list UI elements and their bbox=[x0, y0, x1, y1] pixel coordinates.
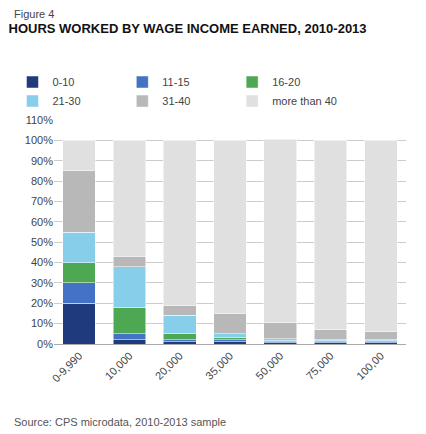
svg-text:10,000: 10,000 bbox=[102, 350, 134, 382]
svg-text:16-20: 16-20 bbox=[272, 76, 300, 88]
svg-text:80%: 80% bbox=[31, 175, 53, 187]
svg-text:Source: CPS microdata, 2010-20: Source: CPS microdata, 2010-2013 sample bbox=[14, 416, 226, 428]
svg-text:60%: 60% bbox=[31, 216, 53, 228]
svg-text:35,000: 35,000 bbox=[203, 350, 235, 382]
svg-text:HOURS WORKED BY WAGE INCOME EA: HOURS WORKED BY WAGE INCOME EARNED, 2010… bbox=[9, 21, 367, 36]
svg-text:100,00: 100,00 bbox=[354, 350, 386, 382]
svg-text:10%: 10% bbox=[31, 317, 53, 329]
svg-text:110%: 110% bbox=[26, 114, 54, 126]
svg-text:30%: 30% bbox=[31, 277, 53, 289]
svg-text:20%: 20% bbox=[31, 297, 53, 309]
svg-text:70%: 70% bbox=[31, 195, 53, 207]
svg-text:0-9,990: 0-9,990 bbox=[50, 350, 85, 385]
svg-text:50%: 50% bbox=[31, 236, 53, 248]
svg-text:11-15: 11-15 bbox=[162, 76, 189, 88]
svg-text:90%: 90% bbox=[31, 155, 53, 167]
svg-text:50,000: 50,000 bbox=[253, 350, 285, 382]
svg-text:40%: 40% bbox=[31, 256, 53, 268]
svg-text:0-10: 0-10 bbox=[52, 76, 74, 88]
svg-text:75,000: 75,000 bbox=[304, 350, 336, 382]
svg-text:0%: 0% bbox=[37, 338, 53, 350]
svg-text:31-40: 31-40 bbox=[162, 95, 190, 107]
svg-text:Figure 4: Figure 4 bbox=[14, 8, 54, 20]
svg-text:20,000: 20,000 bbox=[153, 350, 185, 382]
svg-text:100%: 100% bbox=[25, 134, 53, 146]
svg-text:21-30: 21-30 bbox=[52, 95, 80, 107]
svg-text:more than 40: more than 40 bbox=[272, 95, 337, 107]
